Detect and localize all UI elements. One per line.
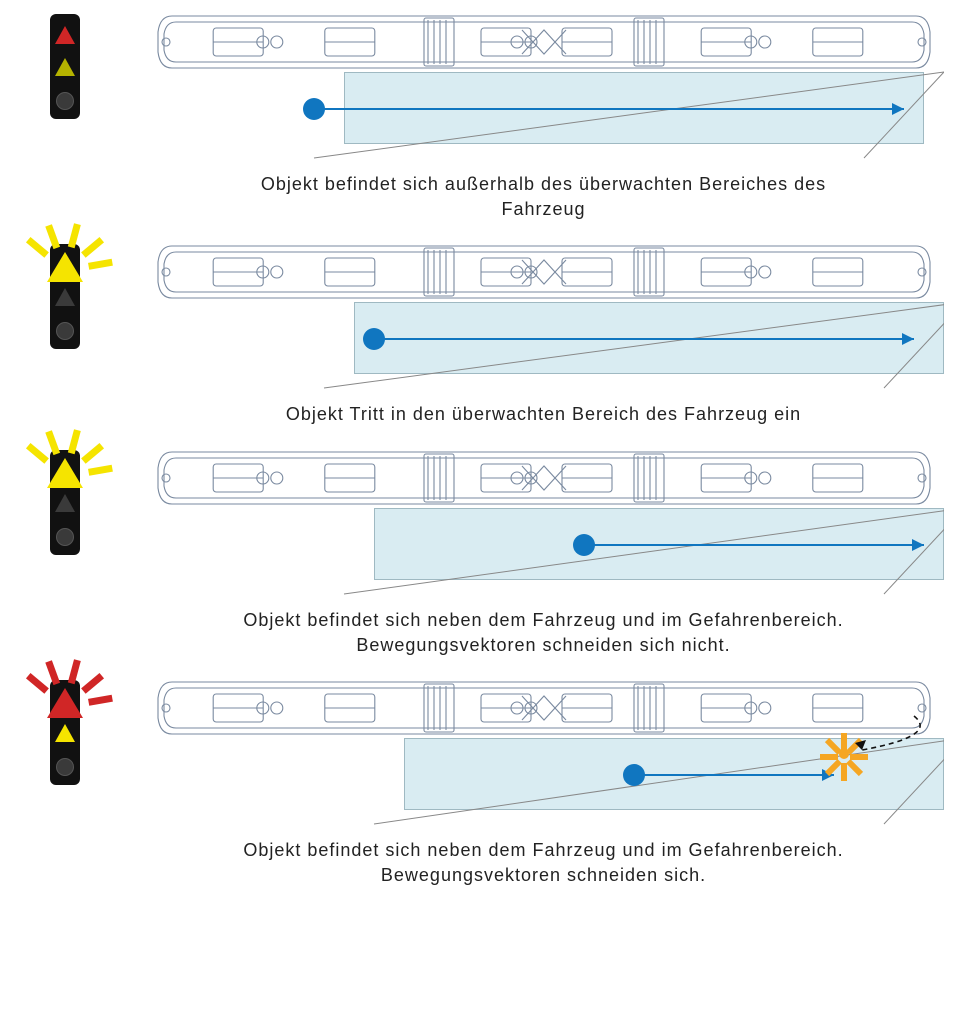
diagram [144, 10, 944, 160]
caption: Objekt befindet sich außerhalb des überw… [224, 172, 864, 222]
tram-top-view [154, 10, 934, 74]
object-marker [573, 534, 595, 556]
detection-zone [354, 302, 944, 374]
detection-zone [374, 508, 944, 580]
diagram [144, 676, 944, 826]
diagram-column: Objekt befindet sich neben dem Fahrzeug … [120, 446, 967, 658]
scenario-s3: Objekt befindet sich neben dem Fahrzeug … [10, 446, 967, 658]
scenario-s4: Objekt befindet sich neben dem Fahrzeug … [10, 676, 967, 888]
diagram-column: Objekt befindet sich neben dem Fahrzeug … [120, 676, 967, 888]
signal-column [10, 10, 120, 129]
traffic-signal [39, 244, 91, 359]
tram-top-view [154, 240, 934, 304]
diagram [144, 240, 944, 390]
impact-icon [819, 729, 869, 779]
caption: Objekt befindet sich neben dem Fahrzeug … [224, 838, 864, 888]
scenario-s1: Objekt befindet sich außerhalb des überw… [10, 10, 967, 222]
diagram [144, 446, 944, 596]
diagram-column: Objekt Tritt in den überwachten Bereich … [120, 240, 967, 427]
tram-top-view [154, 446, 934, 510]
object-marker [303, 98, 325, 120]
traffic-signal [39, 450, 91, 565]
object-marker [363, 328, 385, 350]
diagram-column: Objekt befindet sich außerhalb des überw… [120, 10, 967, 222]
caption: Objekt befindet sich neben dem Fahrzeug … [224, 608, 864, 658]
caption: Objekt Tritt in den überwachten Bereich … [286, 402, 801, 427]
signal-column [10, 446, 120, 565]
signal-column [10, 240, 120, 359]
scenario-s2: Objekt Tritt in den überwachten Bereich … [10, 240, 967, 427]
object-marker [623, 764, 645, 786]
traffic-signal [39, 14, 91, 129]
detection-zone [344, 72, 924, 144]
signal-column [10, 676, 120, 795]
traffic-signal [39, 680, 91, 795]
tram-top-view [154, 676, 934, 740]
